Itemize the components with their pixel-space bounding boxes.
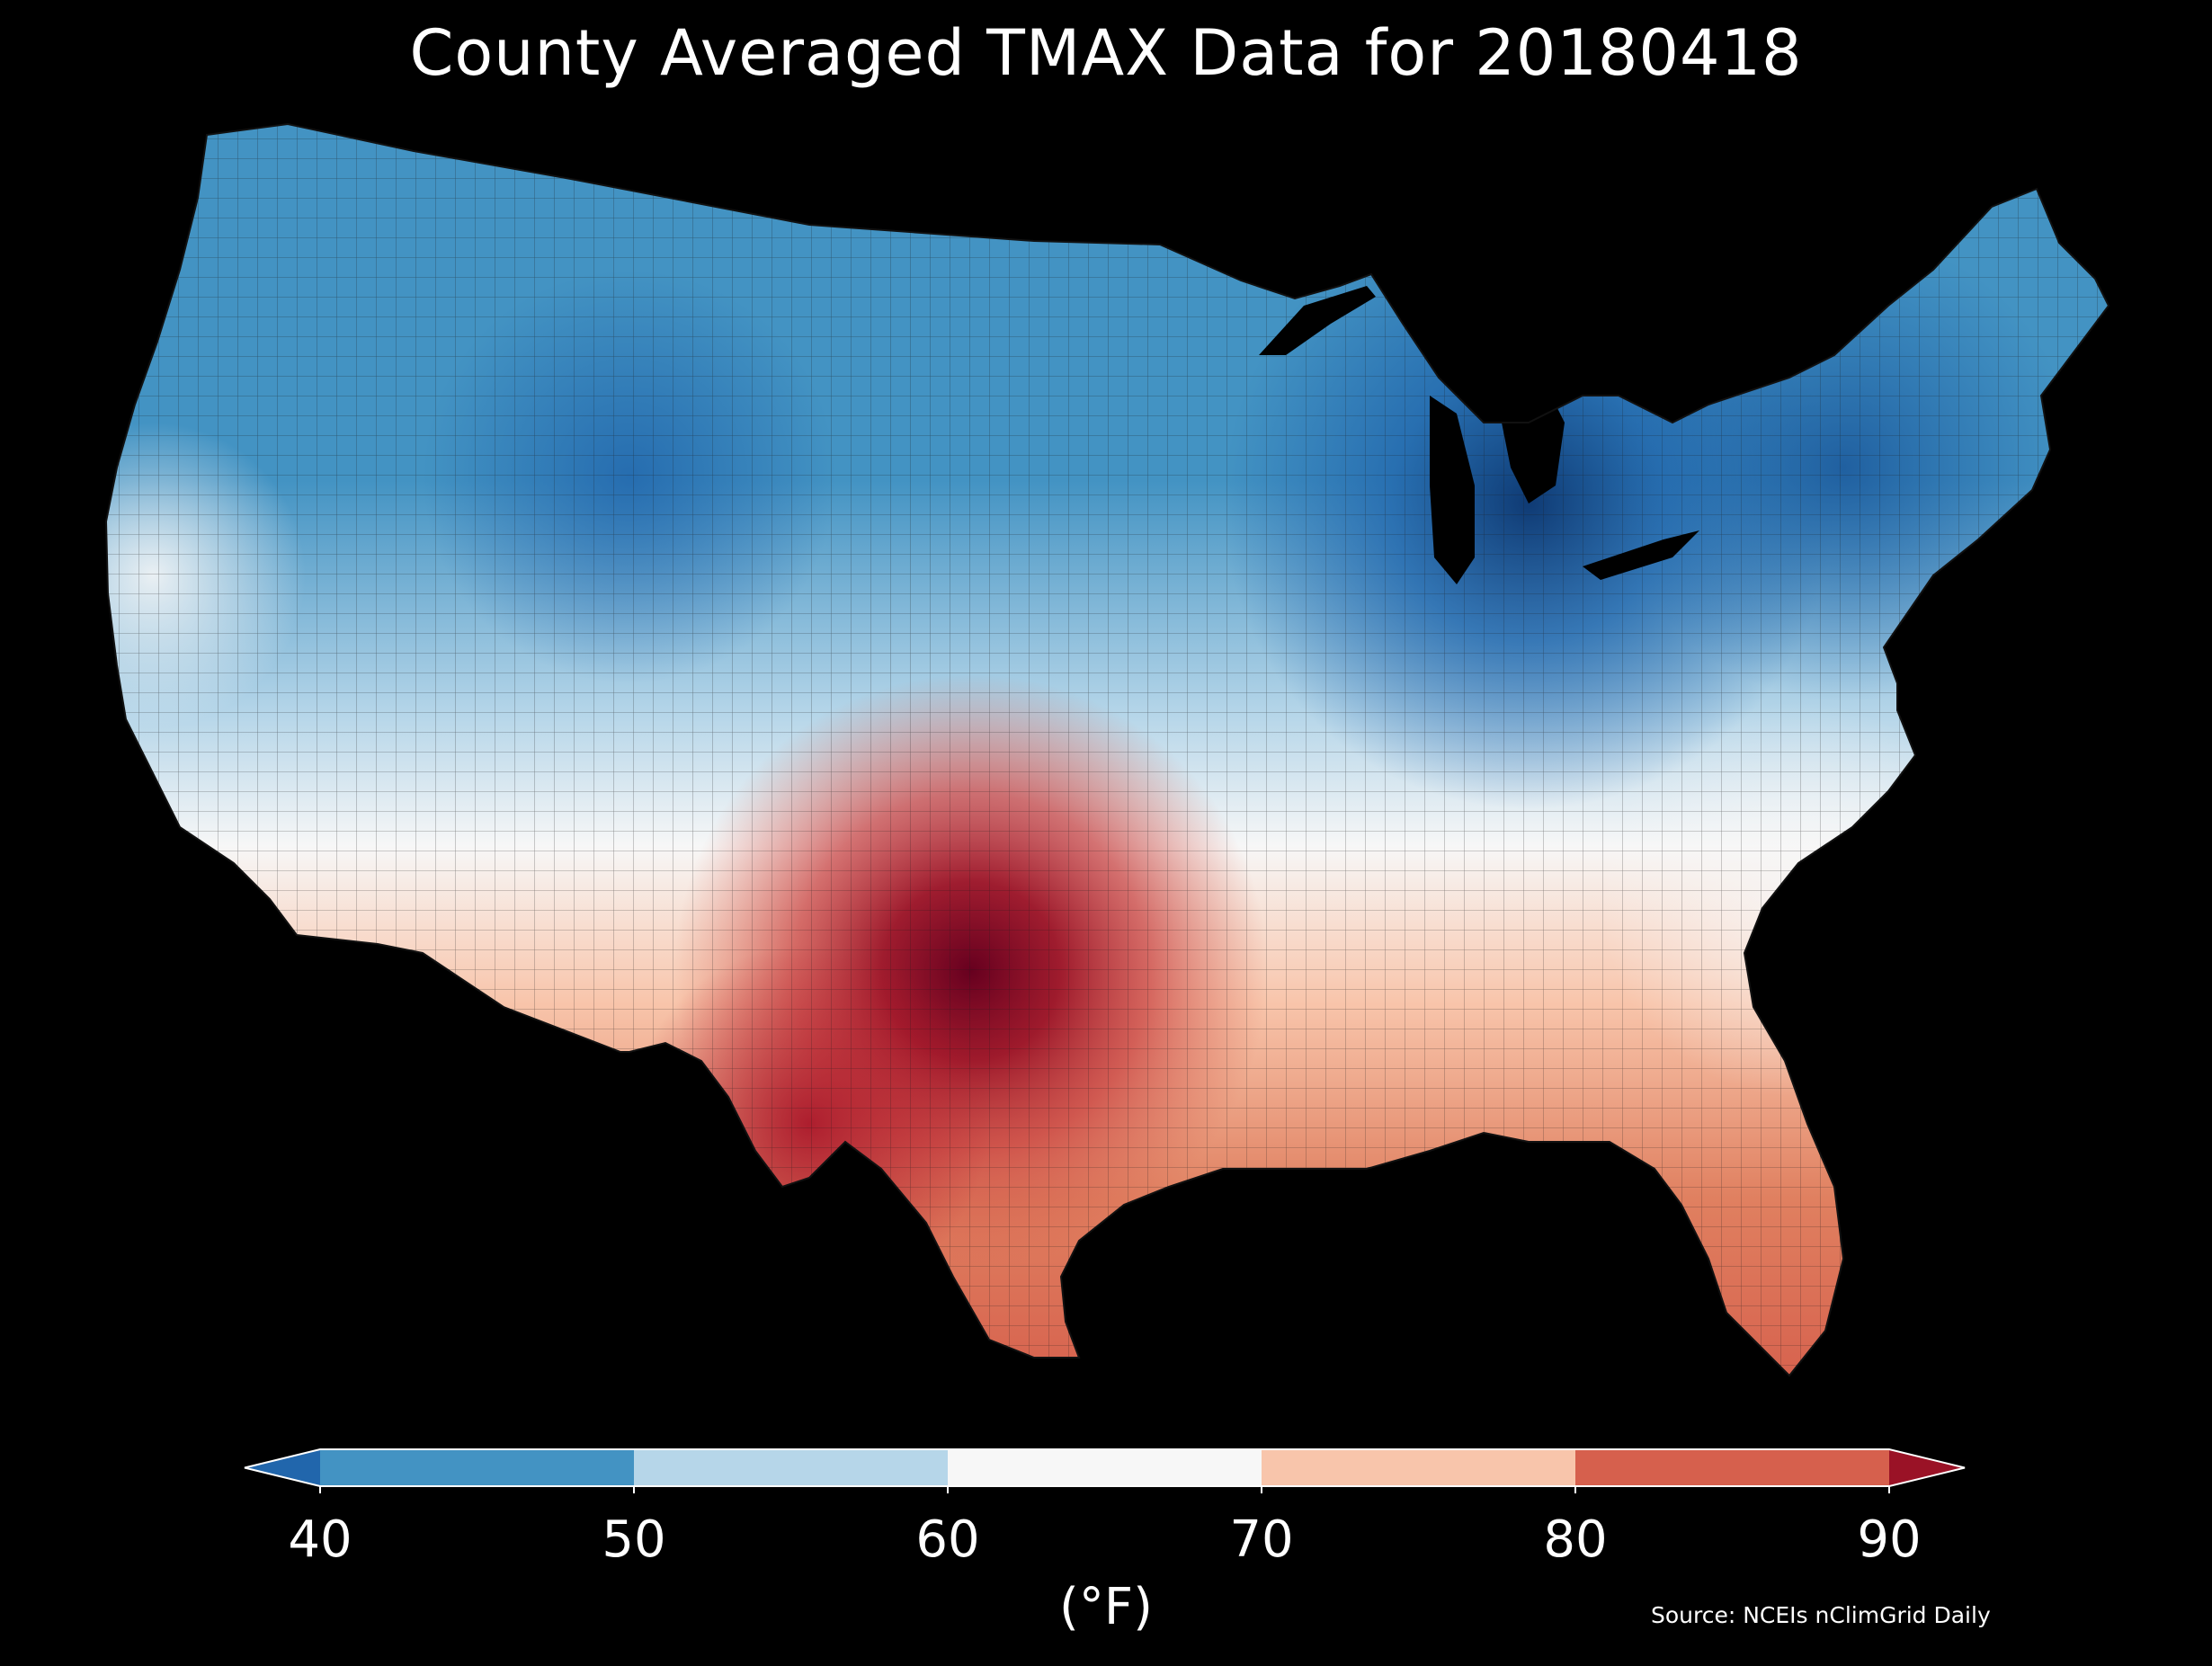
colorbar-tick-label: 40 [288, 1510, 352, 1569]
source-note: Source: NCEIs nClimGrid Daily [1651, 1602, 1991, 1628]
colorbar-tick-label: 70 [1229, 1510, 1294, 1569]
colorbar-bin [948, 1449, 1262, 1486]
choropleth-map [104, 122, 2110, 1377]
lake-superior [1259, 286, 1376, 355]
lake-huron [1493, 378, 1565, 503]
colorbar-bin [634, 1449, 948, 1486]
colorbar-bin [1575, 1449, 1889, 1486]
colorbar [244, 1448, 1966, 1493]
colorbar-extend-low [245, 1449, 320, 1486]
lake-michigan [1430, 396, 1475, 584]
county-choropleth [106, 124, 2109, 1376]
colorbar-tick-label: 60 [915, 1510, 980, 1569]
colorbar-tick-label: 90 [1857, 1510, 1922, 1569]
colorbar-tick-label: 50 [602, 1510, 666, 1569]
colorbar-tick-label: 80 [1543, 1510, 1608, 1569]
colorbar-extend-high [1889, 1449, 1965, 1486]
colorbar-unit-label: (°F) [1059, 1578, 1153, 1636]
us-outline [104, 122, 2110, 1377]
lake-erie [1583, 530, 1699, 580]
map-title: County Averaged TMAX Data for 20180418 [409, 16, 1803, 90]
colorbar-bin [1262, 1449, 1575, 1486]
great-lakes [1259, 286, 1699, 584]
colorbar-bin [320, 1449, 634, 1486]
